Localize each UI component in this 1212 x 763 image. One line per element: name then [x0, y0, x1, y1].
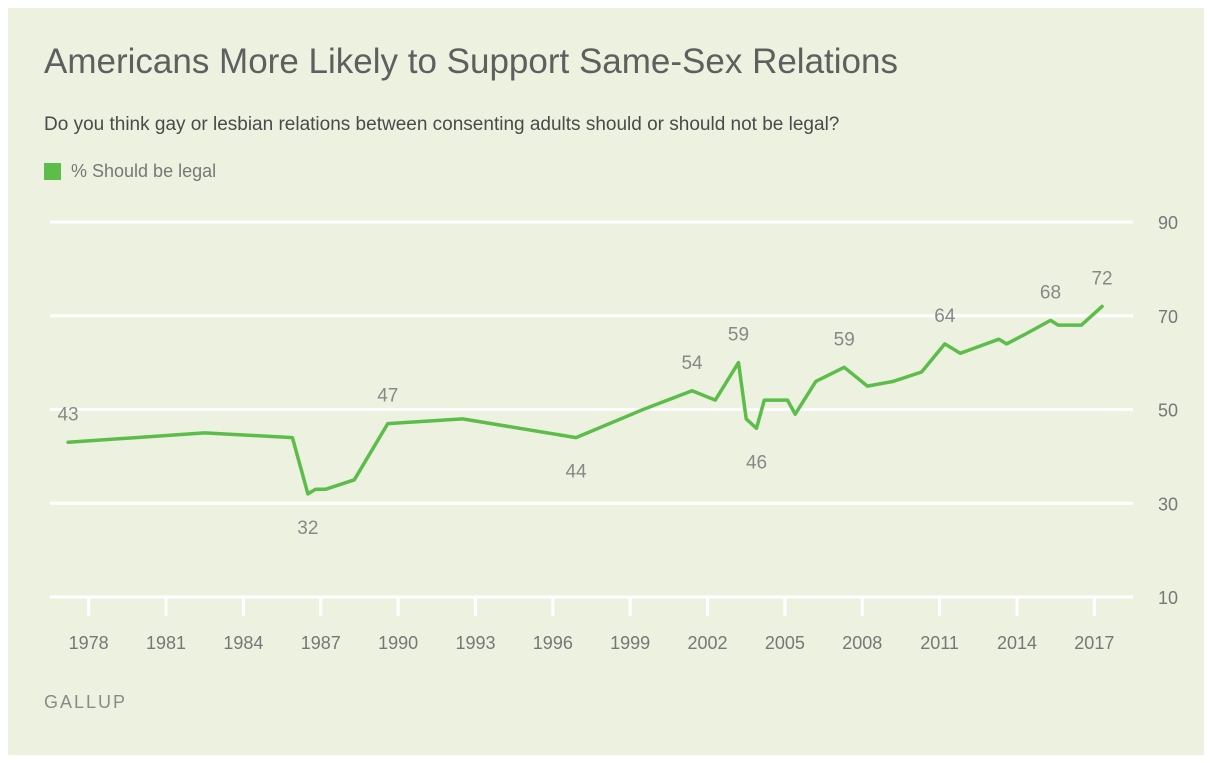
data-label: 54 — [681, 353, 703, 374]
x-tick-label: 1978 — [69, 633, 109, 653]
x-tick-label: 2014 — [997, 633, 1037, 653]
data-label: 68 — [1040, 282, 1061, 303]
x-tick-label: 2017 — [1074, 633, 1114, 653]
x-tick-label: 1984 — [223, 633, 263, 653]
chart-panel — [8, 8, 1204, 755]
x-tick-label: 2002 — [688, 633, 728, 653]
data-label: 46 — [746, 452, 767, 473]
chart-subtitle: Do you think gay or lesbian relations be… — [44, 114, 840, 135]
data-label: 32 — [297, 518, 318, 539]
x-tick-label: 1999 — [610, 633, 650, 653]
legend-swatch — [44, 162, 61, 180]
y-tick-label: 70 — [1158, 307, 1178, 327]
data-label: 59 — [834, 329, 855, 350]
legend: % Should be legal — [44, 159, 216, 183]
x-tick-label: 2011 — [920, 633, 959, 653]
x-tick-label: 1981 — [146, 633, 186, 653]
x-axis-ticks: 1978 1981 1984 1987 1990 1993 1996 1999 2002 2005… — [69, 597, 1114, 653]
y-tick-label: 50 — [1158, 401, 1178, 421]
source-logo: GALLUP — [44, 692, 128, 712]
x-tick-label: 1987 — [301, 633, 341, 653]
data-label: 64 — [934, 306, 956, 327]
y-tick-label: 90 — [1158, 213, 1178, 233]
x-tick-label: 1990 — [378, 633, 418, 653]
series-line — [66, 304, 1104, 496]
data-label: 44 — [565, 462, 587, 483]
data-label: 47 — [377, 386, 398, 407]
data-label: 43 — [57, 404, 78, 425]
chart-title: Americans More Likely to Support Same-Se… — [44, 42, 898, 81]
x-tick-label: 1996 — [533, 633, 573, 653]
x-tick-label: 2008 — [842, 633, 882, 653]
gridlines — [50, 220, 1133, 599]
x-tick-label: 2005 — [765, 633, 805, 653]
data-label: 59 — [728, 325, 749, 346]
legend-label: % Should be legal — [71, 160, 217, 181]
data-labels: 43 32 47 44 54 59 46 59 64 68 72 — [57, 268, 1112, 539]
y-tick-label: 30 — [1158, 494, 1178, 514]
y-tick-label: 10 — [1158, 588, 1178, 608]
data-label: 72 — [1091, 268, 1112, 289]
x-tick-label: 1993 — [455, 633, 495, 653]
y-axis-ticks: 90 70 50 30 10 — [1158, 213, 1178, 608]
series — [66, 304, 1104, 496]
